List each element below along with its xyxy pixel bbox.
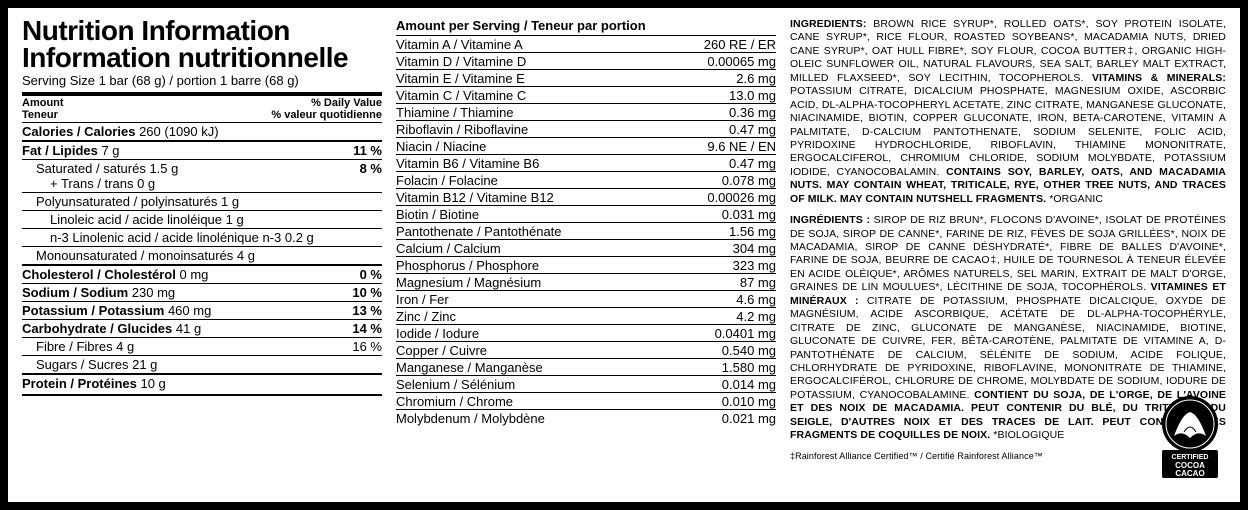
vitamin-row: Manganese / Manganèse1.580 mg (396, 358, 776, 375)
vitamin-row: Vitamin C / Vitamine C13.0 mg (396, 86, 776, 103)
nutrient-row: Potassium / Potassium 460 mg13 % (22, 302, 382, 319)
svg-text:CACAO: CACAO (1175, 469, 1204, 478)
amount-header: Amount Teneur % Daily Value % valeur quo… (22, 96, 382, 122)
nutrient-row: Polyunsaturated / polyinsaturés 1 g (22, 193, 382, 210)
vitamin-row: Calcium / Calcium304 mg (396, 239, 776, 256)
vitamin-row: Iodide / Iodure0.0401 mg (396, 324, 776, 341)
serving-size: Serving Size 1 bar (68 g) / portion 1 ba… (22, 73, 382, 88)
calories-text: 260 (1090 kJ) (139, 124, 219, 139)
title-fr: Information nutritionnelle (22, 45, 382, 72)
vitamin-row: Biotin / Biotine0.031 mg (396, 205, 776, 222)
nutrient-row: Cholesterol / Cholestérol 0 mg0 % (22, 266, 382, 283)
nutrient-row: Protein / Protéines 10 g (22, 375, 382, 392)
nutrition-panel: Nutrition Information Information nutrit… (0, 0, 1248, 510)
nutrient-row: Sodium / Sodium 230 mg10 % (22, 284, 382, 301)
ingredients-column: INGREDIENTS: BROWN RICE SYRUP*, ROLLED O… (790, 18, 1226, 492)
nutrient-row: Sugars / Sucres 21 g (22, 356, 382, 373)
vitamin-row: Copper / Cuivre0.540 mg (396, 341, 776, 358)
vitamin-row: Iron / Fer4.6 mg (396, 290, 776, 307)
nutrient-row: Linoleic acid / acide linoléique 1 g (22, 211, 382, 228)
vitamin-row: Vitamin D / Vitamine D0.00065 mg (396, 52, 776, 69)
vitamin-row: Molybdenum / Molybdène0.021 mg (396, 409, 776, 426)
vitamin-row: Zinc / Zinc4.2 mg (396, 307, 776, 324)
rainforest-cert-icon: CERTIFIED COCOA CACAO (1154, 394, 1226, 480)
nutrient-row: Monounsaturated / monoinsaturés 4 g (22, 247, 382, 264)
calories-row: Calories / Calories 260 (1090 kJ) (22, 123, 382, 140)
vitamin-row: Vitamin E / Vitamine E2.6 mg (396, 69, 776, 86)
vitamins-column: Amount per Serving / Teneur par portion … (396, 18, 776, 492)
vitamin-row: Riboflavin / Riboflavine0.47 mg (396, 120, 776, 137)
vitamins-header: Amount per Serving / Teneur par portion (396, 18, 776, 35)
vitamin-row: Phosphorus / Phosphore323 mg (396, 256, 776, 273)
vitamin-row: Vitamin B6 / Vitamine B60.47 mg (396, 154, 776, 171)
vitamin-row: Niacin / Niacine9.6 NE / EN (396, 137, 776, 154)
vitamin-row: Thiamine / Thiamine0.36 mg (396, 103, 776, 120)
nutrition-facts-column: Nutrition Information Information nutrit… (22, 18, 382, 492)
nutrient-row: n-3 Linolenic acid / acide linolénique n… (22, 229, 382, 246)
nutrient-row: Carbohydrate / Glucides 41 g14 % (22, 320, 382, 337)
nutrient-row: Fibre / Fibres 4 g16 % (22, 338, 382, 355)
vitamin-row: Chromium / Chrome0.010 mg (396, 392, 776, 409)
vitamin-row: Selenium / Sélénium0.014 mg (396, 375, 776, 392)
vitamin-row: Folacin / Folacine0.078 mg (396, 171, 776, 188)
vitamin-row: Pantothenate / Pantothénate1.56 mg (396, 222, 776, 239)
title-en: Nutrition Information (22, 18, 382, 45)
svg-text:CERTIFIED: CERTIFIED (1172, 454, 1209, 461)
vitamin-row: Vitamin A / Vitamine A260 RE / ER (396, 35, 776, 52)
nutrient-row: Fat / Lipides 7 g11 % (22, 142, 382, 159)
nutrient-row: Saturated / saturés 1.5 g+ Trans / trans… (22, 160, 382, 192)
vitamin-row: Magnesium / Magnésium87 mg (396, 273, 776, 290)
vitamin-row: Vitamin B12 / Vitamine B120.00026 mg (396, 188, 776, 205)
ingredients-en: INGREDIENTS: BROWN RICE SYRUP*, ROLLED O… (790, 18, 1226, 206)
